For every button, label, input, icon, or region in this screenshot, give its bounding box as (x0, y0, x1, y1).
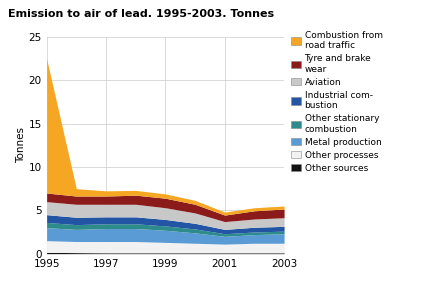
Text: Emission to air of lead. 1995-2003. Tonnes: Emission to air of lead. 1995-2003. Tonn… (8, 9, 275, 19)
Y-axis label: Tonnes: Tonnes (16, 127, 26, 163)
Legend: Combustion from
road traffic, Tyre and brake
wear, Aviation, Industrial com-
bus: Combustion from road traffic, Tyre and b… (291, 31, 382, 173)
